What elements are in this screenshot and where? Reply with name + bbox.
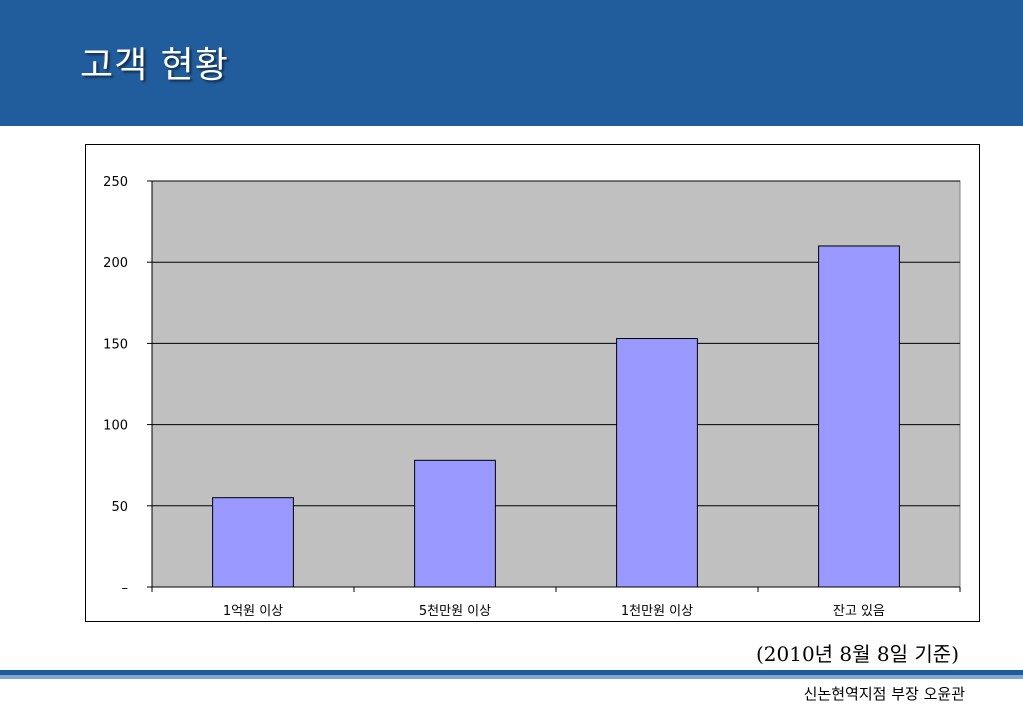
bar-1 <box>212 497 294 588</box>
x-category-label: 1억원 이상 <box>223 604 283 619</box>
y-tick-label: – <box>122 581 129 596</box>
y-tick-label: 100 <box>103 419 128 434</box>
date-note: (2010년 8월 8일 기준) <box>755 642 959 666</box>
x-category-label: 5천만원 이상 <box>419 604 491 619</box>
x-category-label: 잔고 있음 <box>833 604 885 619</box>
y-tick-label: 200 <box>103 256 128 271</box>
x-category-label: 1천만원 이상 <box>621 604 693 619</box>
y-tick-label: 50 <box>111 500 128 515</box>
y-tick-label: 250 <box>103 175 128 190</box>
bar-2 <box>414 459 496 588</box>
y-tick-label: 150 <box>103 337 128 352</box>
page-title: 고객 현황 <box>80 45 229 86</box>
bar-4 <box>818 245 900 588</box>
title-banner: 고객 현황 <box>0 0 1023 126</box>
footer-author: 신논현역지점 부장 오윤관 <box>803 685 965 703</box>
bar-3 <box>616 338 698 588</box>
footer-rule-accent <box>0 675 1023 679</box>
footer-rule <box>0 670 1023 675</box>
